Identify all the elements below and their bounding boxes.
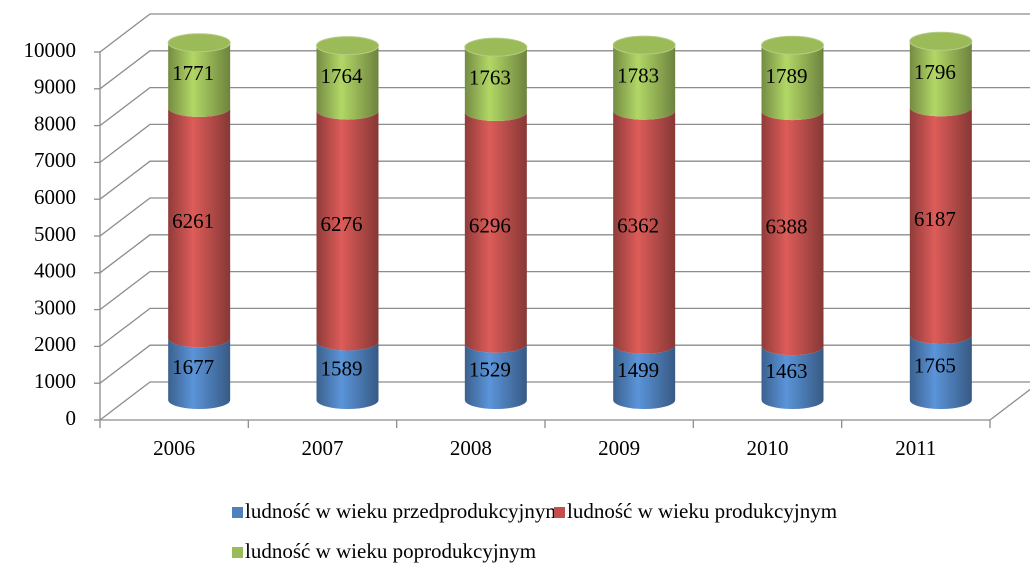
value-label: 1789 xyxy=(766,64,808,88)
y-tick-label: 1000 xyxy=(34,369,76,393)
x-tick-label: 2011 xyxy=(895,436,936,460)
x-tick-label: 2007 xyxy=(302,436,344,460)
legend-label: ludność w wieku poprodukcyjnym xyxy=(245,539,536,563)
y-tick-label: 0 xyxy=(66,406,77,430)
x-tick-label: 2009 xyxy=(598,436,640,460)
bar-segment xyxy=(761,45,824,121)
value-label: 6296 xyxy=(469,214,511,238)
value-label: 1783 xyxy=(617,64,659,88)
value-label: 6261 xyxy=(172,209,214,233)
y-tick-label: 3000 xyxy=(34,295,76,319)
grid-line xyxy=(99,381,1030,421)
value-label: 1589 xyxy=(321,357,363,381)
legend-label: ludność w wieku produkcyjnym xyxy=(567,499,837,523)
bar-segment xyxy=(613,344,676,410)
legend-swatch xyxy=(554,507,565,518)
bar-segment xyxy=(464,112,527,353)
y-tick-label: 5000 xyxy=(34,222,76,246)
bar-segment xyxy=(316,110,379,351)
bar-segment xyxy=(464,47,527,122)
grid-line xyxy=(99,123,1030,163)
y-tick-label: 4000 xyxy=(34,259,76,283)
bar-segment xyxy=(464,343,527,410)
cylinder-top xyxy=(464,37,528,57)
y-tick-label: 8000 xyxy=(34,111,76,135)
y-tick-label: 2000 xyxy=(34,332,76,356)
grid-line xyxy=(99,50,1030,90)
x-tick-label: 2006 xyxy=(153,436,195,460)
cylinder-top xyxy=(167,33,231,53)
grid-line xyxy=(99,86,1030,127)
legend-label: ludność w wieku przedprodukcyjnym xyxy=(245,499,562,523)
bar-segment xyxy=(761,346,824,410)
value-label: 1765 xyxy=(914,353,956,377)
grid-line xyxy=(99,234,1030,274)
grid-line xyxy=(99,307,1030,347)
cylinder-top xyxy=(909,31,973,51)
value-label: 1796 xyxy=(914,60,956,84)
grid-line xyxy=(99,270,1030,311)
value-label: 1463 xyxy=(766,359,808,383)
value-label: 1771 xyxy=(172,61,214,85)
grid-line xyxy=(99,344,1030,384)
value-label: 1529 xyxy=(469,358,511,382)
bar-segment xyxy=(761,111,824,356)
value-label: 6276 xyxy=(321,212,363,236)
y-tick-label: 9000 xyxy=(34,75,76,99)
grid-line xyxy=(99,160,1030,200)
x-tick-label: 2008 xyxy=(450,436,492,460)
legend-swatch xyxy=(232,547,243,558)
value-label: 1764 xyxy=(321,64,364,88)
cylinder-top xyxy=(612,35,676,55)
bar-segment xyxy=(909,335,972,410)
bar-segment xyxy=(316,45,379,120)
value-label: 1677 xyxy=(172,355,214,379)
legend-swatch xyxy=(232,507,243,518)
y-tick-label: 7000 xyxy=(34,148,76,172)
value-label: 6388 xyxy=(766,214,808,238)
bar-segment xyxy=(613,110,676,354)
cylinder-top xyxy=(761,35,824,55)
bar-segment xyxy=(909,41,972,117)
bar-segment xyxy=(613,45,676,120)
bar-segment xyxy=(909,107,972,345)
bar-segment xyxy=(316,341,379,410)
x-tick-label: 2010 xyxy=(747,436,789,460)
bar-segment xyxy=(168,107,231,348)
bar-segment xyxy=(168,338,231,410)
cylinder-top xyxy=(316,36,379,56)
y-tick-label: 6000 xyxy=(34,185,76,209)
bar-segment xyxy=(168,42,231,117)
floor xyxy=(100,388,1030,421)
y-tick-label: 10000 xyxy=(24,38,77,62)
grid-line xyxy=(99,197,1030,237)
value-label: 6362 xyxy=(617,214,659,238)
value-label: 1763 xyxy=(469,65,511,89)
grid-line xyxy=(99,13,1030,53)
value-label: 6187 xyxy=(914,207,956,231)
value-label: 1499 xyxy=(617,358,659,382)
